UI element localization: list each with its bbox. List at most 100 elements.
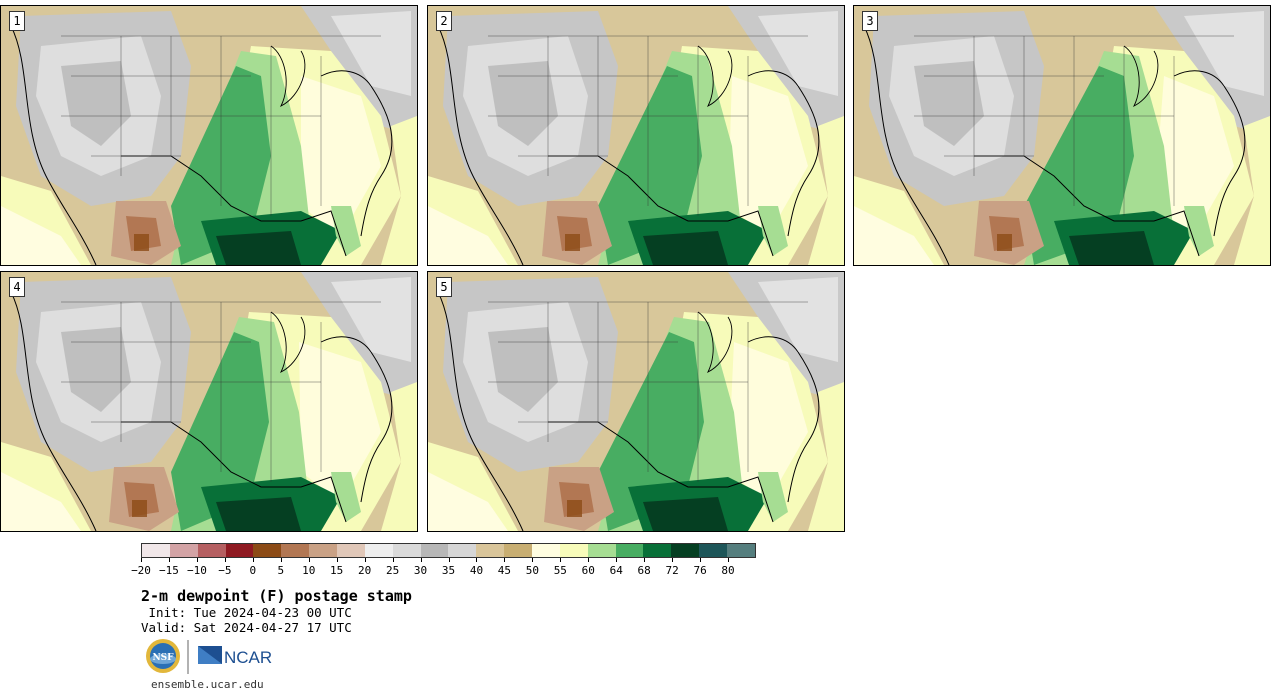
tick-mark xyxy=(392,558,394,562)
colorbar-swatch xyxy=(281,544,310,557)
map-region xyxy=(808,116,844,265)
colorbar-swatch xyxy=(727,544,755,557)
tick-label: 50 xyxy=(525,564,539,577)
map-region xyxy=(488,327,558,412)
map-region xyxy=(1184,11,1264,96)
nsf-logo: NSF xyxy=(146,639,180,673)
map-region xyxy=(1234,116,1270,265)
map-region xyxy=(643,497,728,531)
svg-text:NSF: NSF xyxy=(152,653,174,663)
tick-label: 10 xyxy=(302,564,316,577)
tick-label: 40 xyxy=(469,564,484,577)
tick-label: −10 xyxy=(186,564,207,577)
map-panel-4: 4 xyxy=(0,271,418,532)
tick-label: −5 xyxy=(218,564,232,577)
map-region xyxy=(381,116,417,265)
map-boundary xyxy=(547,302,749,482)
dewpoint-map xyxy=(1,272,417,531)
map-region xyxy=(1,206,81,265)
colorbar-swatch xyxy=(643,544,672,557)
tick-label: 60 xyxy=(581,564,595,577)
colorbar-swatch xyxy=(559,544,588,557)
tick-label: −15 xyxy=(159,564,179,577)
tick-label: 35 xyxy=(441,564,456,577)
colorbar-swatch xyxy=(197,544,226,557)
valid-time: Valid: Sat 2024-04-27 17 UTC xyxy=(141,620,352,635)
colorbar-swatch xyxy=(337,544,365,557)
colorbar-ticks: −20 −15 −10 −5 0 5 10 15 20 25 30 35 40 45 50 55 60 64 68 7… xyxy=(131,558,756,578)
tick-mark xyxy=(616,558,618,562)
map-region xyxy=(997,234,1012,251)
colorbar-swatch xyxy=(504,544,533,557)
map-boundary xyxy=(548,155,774,257)
colorbar-swatch xyxy=(615,544,644,557)
colorbar-swatch xyxy=(364,544,393,557)
map-boundary xyxy=(270,45,372,108)
logos: NSF NCAR xyxy=(146,639,272,674)
tick-label: 45 xyxy=(497,564,512,577)
map-boundary xyxy=(787,351,820,503)
tick-mark xyxy=(364,558,366,562)
map-region xyxy=(643,231,728,265)
map-boundary xyxy=(697,45,799,108)
tick-label: 55 xyxy=(553,564,567,577)
website-url: ensemble.ucar.edu xyxy=(151,678,264,691)
map-region xyxy=(567,500,582,517)
colorbar-swatch xyxy=(532,544,560,557)
colorbar-swatch xyxy=(587,544,616,557)
map-region xyxy=(132,500,147,517)
map-region xyxy=(428,472,508,531)
tick-mark xyxy=(252,558,254,562)
map-region xyxy=(854,206,934,265)
map-boundary xyxy=(121,421,347,523)
tick-mark xyxy=(504,558,506,562)
map-region xyxy=(1024,66,1134,265)
init-time: Init: Tue 2024-04-23 00 UTC xyxy=(141,605,352,620)
ncar-logo: NCAR xyxy=(198,646,272,667)
tick-mark xyxy=(308,558,310,562)
map-region xyxy=(428,206,508,265)
map-region xyxy=(1184,206,1214,256)
colorbar-swatch xyxy=(448,544,477,557)
tick-label: 25 xyxy=(385,564,400,577)
tick-mark xyxy=(560,558,562,562)
map-boundary xyxy=(120,36,322,216)
map-boundary xyxy=(437,291,524,531)
colorbar-swatch xyxy=(392,544,421,557)
colorbar-swatch xyxy=(309,544,338,557)
colorbar-swatch xyxy=(225,544,254,557)
map-boundary xyxy=(360,351,393,503)
tick-label: 72 xyxy=(665,564,679,577)
colorbar-swatch xyxy=(253,544,282,557)
map-boundary xyxy=(1213,85,1246,237)
tick-mark xyxy=(672,558,674,562)
panel-number: 5 xyxy=(436,277,452,297)
map-boundary xyxy=(120,302,322,482)
tick-label: 20 xyxy=(358,564,372,577)
map-boundary xyxy=(863,25,950,265)
map-region xyxy=(758,472,788,522)
tick-mark xyxy=(168,558,170,562)
map-boundary xyxy=(10,25,97,265)
tick-mark xyxy=(196,558,198,562)
tick-mark xyxy=(448,558,450,562)
colorbar-swatch xyxy=(671,544,700,557)
svg-text:NCAR: NCAR xyxy=(224,648,272,667)
panel-number: 2 xyxy=(436,11,452,31)
colorbar-swatch xyxy=(169,544,198,557)
colorbar-swatch xyxy=(699,544,728,557)
map-region xyxy=(808,382,844,531)
dewpoint-map xyxy=(428,6,844,265)
tick-label: 30 xyxy=(413,564,428,577)
tick-mark xyxy=(336,558,338,562)
map-boundary xyxy=(10,291,97,531)
map-region xyxy=(171,332,269,531)
map-region xyxy=(331,206,361,256)
dewpoint-map xyxy=(1,6,417,265)
map-boundary xyxy=(974,155,1200,257)
map-panel-3: 3 xyxy=(853,5,1271,266)
map-region xyxy=(1069,231,1154,265)
colorbar-swatch xyxy=(142,544,170,557)
tick-label: 64 xyxy=(609,564,623,577)
map-region xyxy=(1,472,81,531)
